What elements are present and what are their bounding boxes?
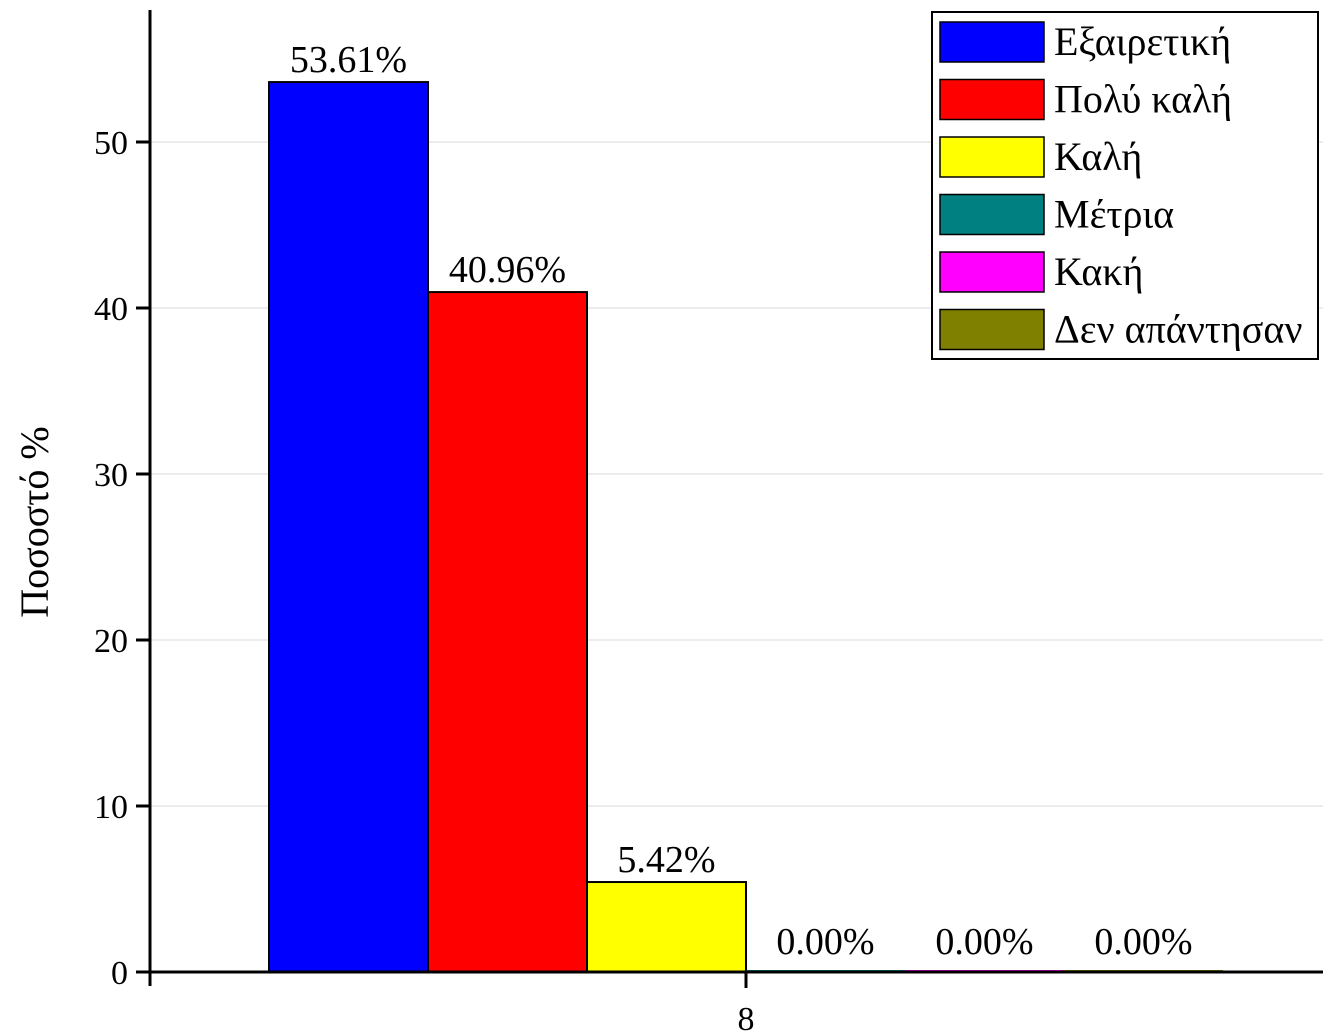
legend-label: Πολύ καλή [1054, 77, 1232, 122]
x-tick-labels: 8 [738, 1001, 755, 1033]
y-tick-labels: 0 10 20 30 40 50 [94, 125, 128, 992]
bar-value-label: 0.00% [935, 921, 1033, 963]
bar-value-label: 0.00% [776, 921, 874, 963]
bar [268, 81, 429, 974]
y-tick-label: 0 [111, 955, 128, 992]
bar-value-label: 0.00% [1094, 921, 1192, 963]
bar [427, 291, 588, 973]
legend-label: Εξαιρετική [1054, 19, 1231, 64]
legend-swatch [939, 21, 1045, 63]
bar [586, 881, 747, 974]
legend-swatch [939, 136, 1045, 178]
legend-swatch [939, 308, 1045, 351]
x-tick-label: 8 [738, 1001, 755, 1033]
bar-value-label: 40.96% [449, 249, 566, 291]
y-axis-label: Ποσοστό % [12, 426, 57, 617]
legend-box [931, 11, 1319, 360]
bar-value-label: 53.61% [290, 39, 407, 81]
legend-swatch [939, 193, 1045, 236]
legend-label: Καλή [1054, 134, 1142, 179]
legend-label: Μέτρια [1054, 192, 1174, 237]
legend: Εξαιρετική Πολύ καλή Καλή Μέτρια Κακή Δεν απά… [931, 11, 1319, 360]
legend-label: Κακή [1054, 249, 1143, 294]
y-tick-label: 30 [94, 457, 128, 494]
y-tick-label: 10 [94, 789, 128, 826]
bars [268, 81, 1223, 974]
y-tick-label: 50 [94, 125, 128, 162]
bar-value-label: 5.42% [617, 839, 715, 881]
legend-swatch [939, 78, 1045, 121]
bar-value-labels: 53.61% 40.96% 5.42% 0.00% 0.00% 0.00% [290, 39, 1193, 963]
legend-swatch [939, 251, 1045, 293]
y-tick-label: 40 [94, 291, 128, 328]
legend-label: Δεν απάντησαν [1054, 307, 1302, 352]
axes [136, 10, 1323, 988]
y-tick-label: 20 [94, 623, 128, 660]
